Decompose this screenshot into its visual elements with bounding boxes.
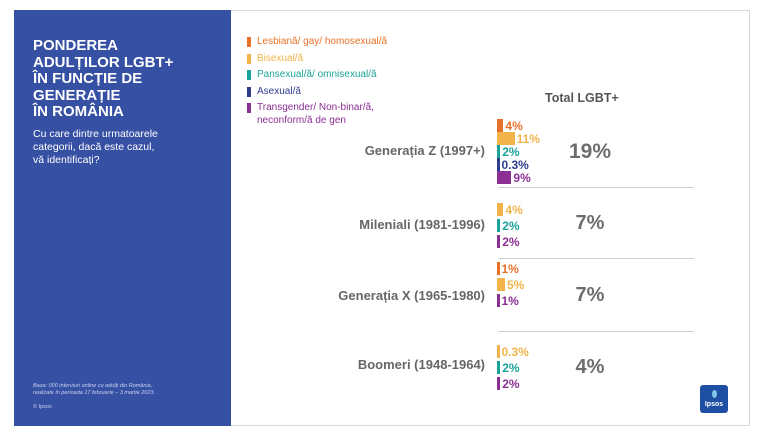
legend-swatch: [247, 53, 251, 64]
legend-label: Asexual/ă: [257, 85, 301, 97]
survey-question: Cu care dintre urmatoarele categorii, da…: [33, 128, 158, 166]
legend-item-transgender: Transgender/ Non-binar/ă, neconform/ă de…: [245, 102, 445, 127]
value-label-bisexual: 5%: [507, 277, 525, 292]
bar-bisexual: [497, 132, 515, 145]
legend-item-lesbian_gay: Lesbiană/ gay/ homosexual/ă: [245, 36, 445, 49]
chart-legend: Lesbiană/ gay/ homosexual/ă Bisexual/ă Pan…: [245, 36, 445, 131]
legend-label: Pansexual/ă/ omnisexual/ă: [257, 69, 377, 80]
value-label-lesbian_gay: 1%: [501, 261, 519, 276]
logo-drop-icon: [712, 390, 717, 398]
group-separator: [498, 258, 694, 259]
legend-item-asexual: Asexual/ă: [245, 86, 445, 99]
value-label-bisexual: 11%: [516, 131, 540, 146]
group-separator: [498, 187, 694, 188]
legend-swatch: [247, 37, 251, 47]
copyright-note: © Ipsos: [33, 404, 52, 410]
total-header: Total LGBT+: [545, 91, 619, 105]
generation-label: Generația Z (1997+): [364, 143, 485, 158]
base-note: Baza: 000 interviuri online cu adulți di…: [33, 383, 155, 396]
value-label-transgender: 9%: [513, 170, 531, 185]
bar-bisexual: [497, 278, 505, 291]
legend-label: Lesbiană/ gay/ homosexual/ă: [257, 36, 388, 47]
bar-bisexual: [497, 203, 504, 216]
legend-label: Bisexual/ă: [257, 52, 304, 64]
total-value: 19%: [568, 140, 612, 163]
bar-transgender: [497, 294, 500, 307]
bar-transgender: [497, 171, 512, 184]
generation-label: Mileniali (1981-1996): [359, 217, 485, 232]
legend-swatch: [247, 70, 251, 80]
total-value: 7%: [575, 212, 605, 234]
ipsos-logo: Ipsos: [700, 385, 728, 413]
legend-item-bisexual: Bisexual/ă: [245, 53, 445, 66]
value-label-transgender: 1%: [501, 293, 519, 308]
bar-pansexual: [497, 145, 501, 158]
legend-label: Transgender/ Non-binar/ă, neconform/ă de…: [257, 102, 374, 126]
legend-swatch: [247, 86, 251, 97]
value-label-bisexual: 0.3%: [501, 344, 529, 359]
bar-pansexual: [497, 361, 501, 374]
value-label-pansexual: 2%: [502, 360, 520, 375]
bar-transgender: [497, 235, 501, 248]
value-label-asexual: 0.3%: [501, 157, 529, 172]
generation-label: Boomeri (1948-1964): [357, 357, 485, 372]
title-panel: [14, 10, 231, 426]
bar-pansexual: [497, 219, 501, 232]
total-value: 4%: [575, 356, 605, 378]
generation-label: Generația X (1965-1980): [338, 288, 485, 303]
legend-item-pansexual: Pansexual/ă/ omnisexual/ă: [245, 69, 445, 82]
bar-lesbian_gay: [497, 119, 504, 132]
bar-asexual: [497, 158, 500, 171]
value-label-pansexual: 2%: [502, 144, 520, 159]
bar-bisexual: [497, 345, 500, 358]
value-label-transgender: 2%: [502, 234, 520, 249]
legend-swatch: [247, 103, 251, 113]
value-label-bisexual: 4%: [505, 202, 523, 217]
value-label-lesbian_gay: 4%: [505, 118, 523, 133]
bar-transgender: [497, 377, 501, 390]
group-separator: [498, 331, 694, 332]
value-label-pansexual: 2%: [502, 218, 520, 233]
bar-lesbian_gay: [497, 262, 500, 275]
slide-title: PONDEREA ADULȚILOR LGBT+ ÎN FUNCȚIE DE G…: [33, 37, 174, 120]
total-value: 7%: [575, 284, 605, 306]
value-label-transgender: 2%: [502, 376, 520, 391]
